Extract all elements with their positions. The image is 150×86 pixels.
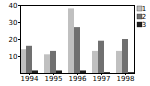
svg-text:3: 3 — [142, 21, 146, 29]
svg-text:1997: 1997 — [93, 75, 111, 83]
svg-text:1995: 1995 — [45, 75, 63, 83]
svg-text:2: 2 — [142, 13, 146, 21]
svg-text:10: 10 — [9, 53, 18, 61]
svg-text:40: 40 — [9, 2, 18, 10]
svg-text:1998: 1998 — [117, 75, 135, 83]
svg-text:30: 30 — [9, 19, 18, 27]
svg-text:1994: 1994 — [21, 75, 39, 83]
svg-text:20: 20 — [9, 36, 18, 44]
svg-text:1: 1 — [142, 5, 146, 13]
svg-text:1996: 1996 — [69, 75, 87, 83]
